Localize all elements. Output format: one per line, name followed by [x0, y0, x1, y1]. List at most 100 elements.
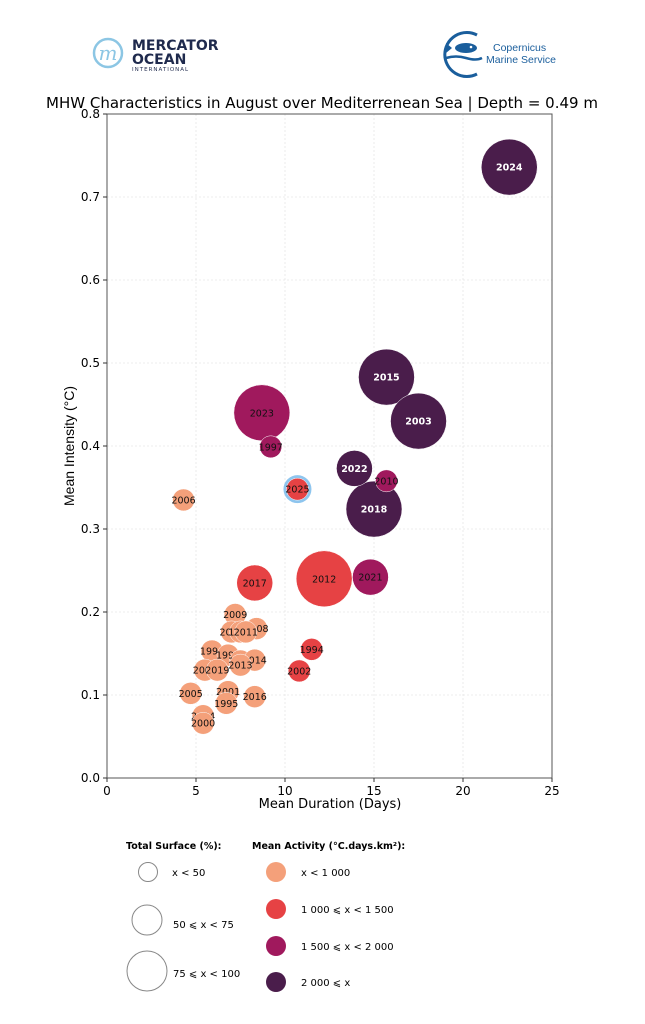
y-axis-label: Mean Intensity (°C)	[61, 386, 77, 506]
bubble-label: 2002	[287, 666, 311, 677]
grid	[106, 113, 553, 779]
bubble-circle	[236, 564, 273, 602]
bubble-2016: 2016	[243, 685, 267, 708]
bubble-2021: 2021	[352, 558, 389, 596]
copernicus-logo-line2: Marine Service	[486, 54, 556, 66]
x-tick-label: 0	[103, 784, 111, 798]
x-tick-label: 5	[192, 784, 200, 798]
legend-surface-label-small: x < 50	[172, 868, 205, 879]
bubble-label: 2015	[373, 373, 399, 384]
bubble-2013: 2013	[228, 653, 253, 677]
bubble-2000: 2000	[191, 711, 215, 735]
legend-activity-swatch-lt-1000	[266, 862, 286, 882]
legend-surface-label-large: 75 ⩽ x < 100	[173, 969, 240, 980]
bubble-label: 2019	[205, 666, 229, 677]
x-tick-label: 20	[455, 784, 470, 798]
y-ticks: 0.0 0.1 0.2 0.3 0.4 0.5 0.6 0.7 0.8	[81, 107, 107, 785]
legend-surface-label-medium: 50 ⩽ x < 75	[173, 920, 234, 931]
legend-activity-title: Mean Activity (°C.days.km²):	[252, 841, 405, 852]
bubble-label: 2016	[243, 692, 267, 703]
bubble-label: 2013	[228, 661, 252, 672]
bubble-circle	[336, 450, 373, 487]
bubble-2015: 2015	[358, 348, 415, 406]
bubble-circle	[172, 488, 195, 512]
wave-icon	[445, 55, 483, 61]
legend-surface-title: Total Surface (%):	[126, 841, 221, 852]
legend-activity-swatch-1000-1500	[266, 899, 286, 919]
legend-activity-swatch-ge-2000	[266, 972, 286, 992]
bubbles: 2024 2015 2003 2023 2018 2012 2022 2017 2021 1997…	[171, 138, 538, 735]
bubble-label: 2006	[171, 495, 195, 506]
bubble-circle	[287, 659, 311, 683]
bubble-circle	[481, 138, 538, 196]
bubble-label: 2014	[243, 656, 267, 667]
bubble-2019: 2019	[205, 658, 229, 682]
bubble-label: 2012	[312, 574, 336, 585]
copernicus-logo-line1: Copernicus	[493, 42, 546, 54]
x-ticks: 0 5 10 15 20 25	[103, 778, 560, 798]
legend-activity-label-1000-1500: 1 000 ⩽ x < 1 500	[301, 905, 394, 916]
x-tick-label: 10	[277, 784, 292, 798]
bubble-2024: 2024	[481, 138, 538, 196]
legend-activity-label-1500-2000: 1 500 ⩽ x < 2 000	[301, 942, 394, 953]
bubble-circle	[229, 653, 252, 677]
bubble-1995: 1995	[214, 692, 238, 715]
bubble-label: 2024	[496, 163, 523, 174]
bubble-2017: 2017	[236, 564, 273, 602]
bubble-label: 2018	[361, 505, 388, 516]
bubble-2010: 2010	[374, 469, 399, 493]
copernicus-marine-logo: Copernicus Marine Service	[443, 31, 556, 78]
bubble-2012: 2012	[295, 550, 353, 608]
bubble-label: 1994	[300, 645, 324, 656]
bubble-2011: 2011	[234, 620, 258, 644]
bubble-label: 1993	[216, 651, 240, 662]
bubble-circle	[358, 348, 415, 406]
bubble-2002: 2002	[287, 659, 311, 683]
y-tick-label: 0.4	[81, 439, 100, 453]
y-tick-label: 0.0	[81, 771, 100, 785]
legend-activity-label-lt-1000: x < 1 000	[301, 868, 350, 879]
bubble-circle	[243, 685, 266, 708]
bubble-2009: 2009	[223, 603, 247, 626]
bubble-label: 2025	[285, 485, 309, 496]
plot-frame	[106, 113, 553, 779]
bubble-2003: 2003	[390, 392, 447, 450]
bubble-circle	[345, 480, 403, 538]
legend-surface-medium	[131, 904, 163, 936]
legend: Total Surface (%): Mean Activity (°C.day…	[126, 841, 405, 992]
bubble-circle	[300, 638, 323, 661]
bubble-1994: 1994	[300, 638, 324, 661]
y-tick-label: 0.3	[81, 522, 100, 536]
bubble-label: 2007	[193, 666, 217, 677]
bubble-label: 1995	[214, 699, 238, 710]
bubble-label: 1997	[259, 442, 283, 453]
bubble-circle	[286, 477, 309, 501]
fish-icon	[446, 43, 477, 53]
mercator-logo-mark-icon	[92, 37, 124, 69]
mercator-ocean-logo: m MERCATOR OCEAN INTERNATIONAL	[92, 37, 219, 73]
bubble-2018: 2018	[345, 480, 403, 538]
y-tick-label: 0.8	[81, 107, 100, 121]
bubble-label: 1996	[200, 647, 224, 658]
bubble-circle	[295, 550, 353, 608]
mercator-logo-mark: m	[99, 41, 118, 65]
bubble-label: 2003	[405, 417, 431, 428]
y-tick-label: 0.6	[81, 273, 100, 287]
y-tick-label: 0.2	[81, 605, 100, 619]
bubble-2025: 2025	[283, 475, 312, 504]
bubble-2023: 2023	[233, 384, 291, 442]
copernicus-arc-icon	[443, 31, 478, 78]
bubble-2022: 2022	[336, 450, 373, 487]
bubble-label: 2005	[179, 689, 203, 700]
bubble-circle	[390, 392, 447, 450]
bubble-label: 2010	[374, 476, 398, 487]
y-tick-label: 0.1	[81, 688, 100, 702]
mercator-logo-line3: INTERNATIONAL	[132, 67, 189, 73]
bubble-circle	[179, 682, 202, 705]
bubble-label: 2021	[358, 573, 382, 584]
bubble-2006: 2006	[171, 488, 196, 512]
y-tick-label: 0.5	[81, 356, 100, 370]
mercator-logo-line2: OCEAN	[132, 52, 186, 68]
bubble-label: 2023	[250, 408, 274, 419]
bubble-circle	[215, 692, 238, 715]
